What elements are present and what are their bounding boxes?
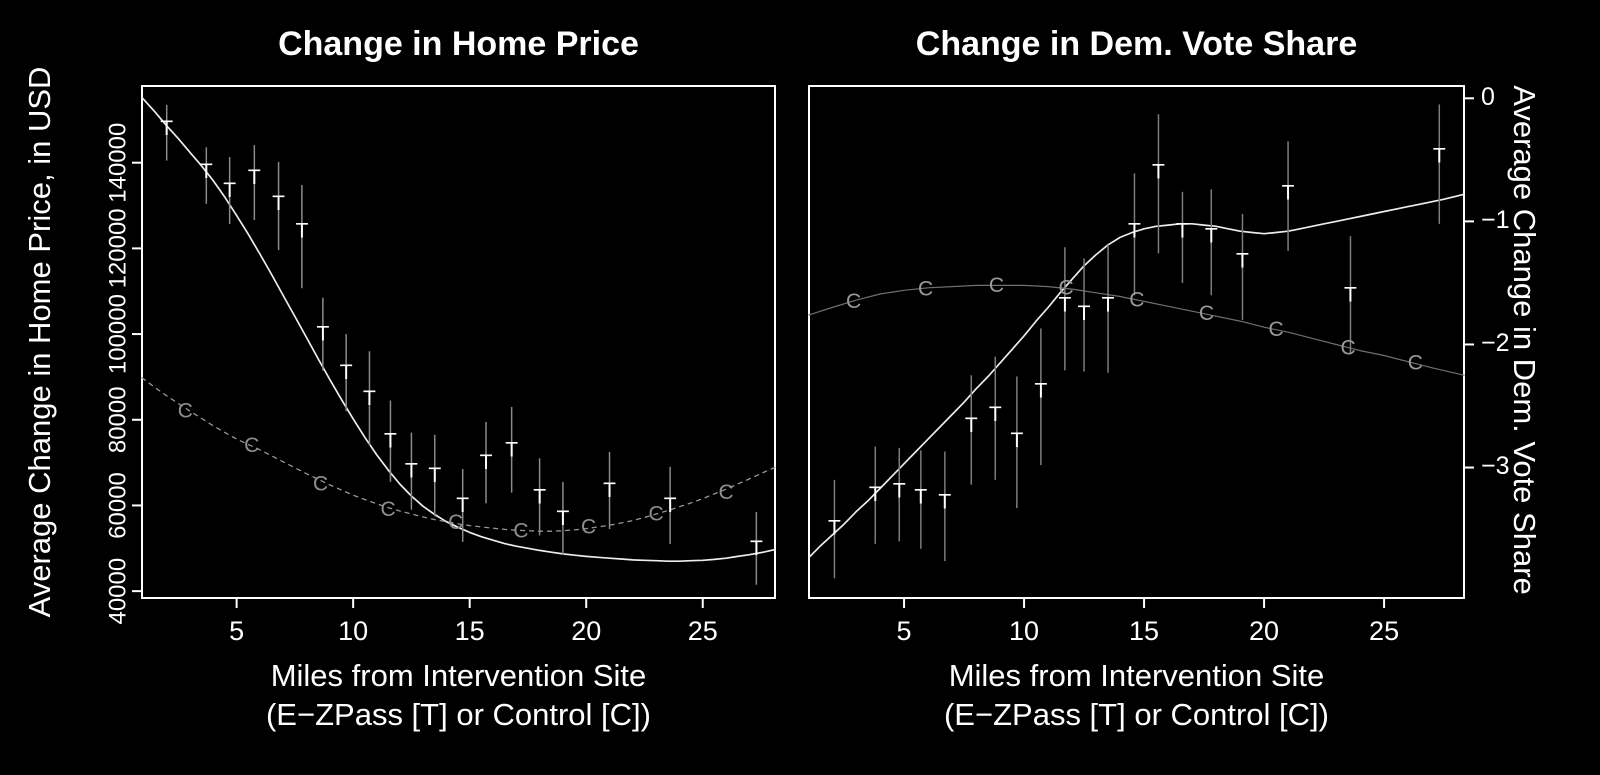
right-plot-box [808, 85, 1465, 599]
left-x-tick-label: 10 [338, 616, 368, 646]
left-y-tick-label: 100000 [104, 294, 131, 374]
left-marker-T: T [505, 438, 518, 461]
left-marker-C: C [649, 503, 664, 526]
right-y-tick-label: 0 [1481, 83, 1495, 111]
right-y-tick-label: −1 [1481, 206, 1510, 234]
right-treatment-smooth-curve [808, 193, 1465, 559]
left-marker-T: T [363, 387, 376, 410]
left-x-tick-label: 15 [455, 616, 485, 646]
right-marker-C: C [1408, 351, 1423, 374]
left-y-tick-label: 40000 [104, 558, 131, 625]
left-marker-C: C [718, 481, 733, 504]
right-marker-T: T [1344, 284, 1357, 307]
left-marker-T: T [405, 460, 418, 483]
right-marker-T: T [1433, 145, 1446, 168]
right-marker-T: T [1128, 220, 1141, 243]
left-marker-T: T [750, 537, 763, 560]
left-y-tick-label: 120000 [104, 208, 131, 288]
right-marker-C: C [918, 278, 933, 301]
right-marker-T: T [989, 403, 1002, 426]
right-x-tick-label: 15 [1129, 616, 1159, 646]
left-panel-title: Change in Home Price [278, 25, 639, 63]
right-control-smooth-curve [808, 284, 1465, 376]
right-x-axis-label-line2: (E−ZPass [T] or Control [C]) [943, 697, 1329, 732]
left-marker-T: T [428, 464, 441, 487]
left-marker-T: T [272, 192, 285, 215]
left-x-tick-label: 20 [571, 616, 601, 646]
left-x-tick-label: 25 [688, 616, 718, 646]
left-x-axis-label-line1: Miles from Intervention Site [270, 658, 647, 693]
right-y-tick-label: −3 [1481, 452, 1510, 480]
right-x-axis-label-line1: Miles from Intervention Site [948, 658, 1325, 693]
left-marker-T: T [664, 494, 677, 517]
left-marker-T: T [160, 117, 173, 140]
right-marker-T: T [869, 483, 882, 506]
right-marker-C: C [1340, 337, 1355, 360]
left-marker-T: T [248, 166, 261, 189]
left-control-smooth-curve [141, 377, 776, 532]
right-x-tick-label: 20 [1249, 616, 1279, 646]
left-marker-T: T [556, 507, 569, 530]
left-marker-C: C [581, 515, 596, 538]
left-y-tick-label: 60000 [104, 472, 131, 539]
left-marker-C: C [244, 434, 259, 457]
left-marker-C: C [381, 498, 396, 521]
left-marker-T: T [480, 451, 493, 474]
left-marker-T: T [456, 494, 469, 517]
left-marker-C: C [313, 473, 328, 496]
right-marker-T: T [1102, 294, 1115, 317]
left-marker-C: C [513, 520, 528, 543]
right-marker-C: C [989, 274, 1004, 297]
left-y-tick-label: 80000 [104, 386, 131, 453]
left-x-axis-label: Miles from Intervention Site (E−ZPass [T… [142, 656, 775, 734]
right-marker-T: T [1205, 225, 1218, 248]
right-marker-T: T [1010, 429, 1023, 452]
left-y-tick-label: 140000 [104, 123, 131, 203]
right-y-tick-label: −2 [1481, 329, 1510, 357]
left-x-tick-label: 5 [229, 616, 244, 646]
right-marker-T: T [1058, 294, 1071, 317]
left-marker-T: T [533, 485, 546, 508]
right-marker-T: T [1078, 302, 1091, 325]
left-marker-T: T [384, 430, 397, 453]
left-panel: 5 10 15 20 25 40000 60000 80000 100000 120000 1400… [104, 85, 776, 646]
right-marker-T: T [1176, 220, 1189, 243]
left-plot-box [141, 85, 776, 599]
right-marker-T: T [1034, 380, 1047, 403]
right-x-tick-label: 10 [1009, 616, 1039, 646]
right-x-axis-label: Miles from Intervention Site (E−ZPass [T… [809, 656, 1464, 734]
left-marker-T: T [340, 361, 353, 384]
right-marker-T: T [938, 491, 951, 514]
right-marker-T: T [914, 486, 927, 509]
right-marker-T: T [1152, 161, 1165, 184]
left-marker-T: T [223, 179, 236, 202]
left-treatment-smooth-curve [141, 96, 776, 563]
right-marker-T: T [828, 516, 841, 539]
right-marker-T: T [965, 414, 978, 437]
left-x-axis-label-line2: (E−ZPass [T] or Control [C]) [265, 697, 651, 732]
left-marker-T: T [200, 160, 213, 183]
right-marker-C: C [1199, 302, 1214, 325]
right-marker-T: T [1236, 249, 1249, 272]
right-marker-C: C [1268, 318, 1283, 341]
left-marker-T: T [316, 323, 329, 346]
left-marker-T: T [295, 220, 308, 243]
left-marker-C: C [448, 511, 463, 534]
right-marker-T: T [1282, 182, 1295, 205]
right-x-tick-label: 25 [1369, 616, 1399, 646]
right-marker-T: T [893, 479, 906, 502]
right-panel-title: Change in Dem. Vote Share [915, 25, 1358, 63]
left-marker-T: T [603, 479, 616, 502]
left-marker-C: C [178, 400, 193, 423]
right-marker-C: C [846, 290, 861, 313]
right-x-tick-label: 5 [897, 616, 912, 646]
right-marker-C: C [1129, 289, 1144, 312]
right-marker-C: C [1058, 276, 1073, 299]
